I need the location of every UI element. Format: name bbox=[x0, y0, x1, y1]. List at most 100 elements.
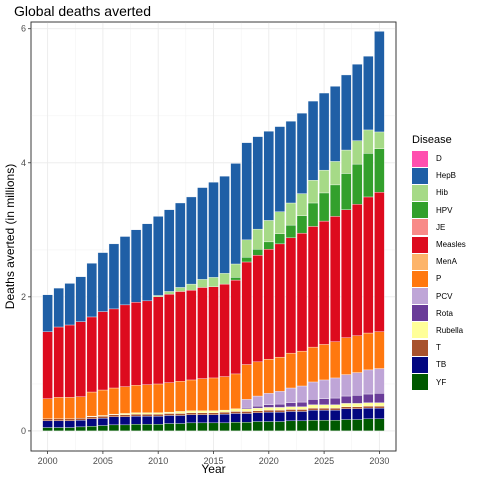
legend-label: HPV bbox=[436, 205, 453, 215]
bar-segment-tb bbox=[285, 411, 297, 422]
legend-item-rubella: Rubella bbox=[412, 322, 466, 339]
bar-segment-rota bbox=[252, 405, 263, 409]
bar-segment-rubella bbox=[263, 407, 274, 411]
bar-segment-hepb bbox=[241, 142, 252, 241]
bar-segment-hib bbox=[352, 140, 363, 165]
bar-segment-t bbox=[318, 407, 330, 411]
bar-segment-t bbox=[197, 412, 208, 415]
bar-segment-measles bbox=[352, 204, 363, 336]
bar-segment-hpv bbox=[296, 215, 308, 234]
bar-segment-hepb bbox=[363, 56, 374, 131]
bar-segment-p bbox=[130, 385, 142, 413]
legend-label: Measles bbox=[436, 240, 466, 250]
bar-segment-yf bbox=[108, 424, 120, 432]
bar-segment-tb bbox=[186, 414, 197, 424]
bar-segment-pcv bbox=[285, 387, 297, 403]
bar-segment-hepb bbox=[374, 31, 385, 133]
bar-segment-t bbox=[374, 405, 385, 409]
bar-segment-tb bbox=[86, 418, 97, 427]
legend-item-mena: MenA bbox=[412, 253, 466, 270]
bar-segment-p bbox=[252, 361, 263, 397]
bar-segment-hpv bbox=[285, 224, 297, 239]
bar-segment-t bbox=[130, 413, 142, 417]
bar-segment-rota bbox=[374, 393, 385, 403]
bar-segment-hpv bbox=[330, 184, 341, 217]
bar-segment-p bbox=[186, 379, 197, 411]
bar-segment-p bbox=[318, 344, 330, 381]
bar-segment-hib bbox=[363, 129, 374, 154]
legend-label: PCV bbox=[436, 291, 453, 301]
legend-item-hib: Hib bbox=[412, 184, 466, 201]
bar-segment-rota bbox=[263, 404, 274, 408]
bar-segment-tb bbox=[119, 416, 131, 426]
bar-segment-hib bbox=[341, 149, 352, 174]
bar-segment-rota bbox=[285, 402, 297, 407]
bar-segment-p bbox=[307, 346, 319, 383]
bar-segment-pcv bbox=[363, 369, 374, 395]
bar-segment-yf bbox=[119, 424, 131, 432]
bar-segment-pcv bbox=[374, 368, 385, 394]
bar-segment-yf bbox=[274, 421, 286, 432]
bar-segment-yf bbox=[75, 426, 86, 432]
bar-segment-p bbox=[141, 384, 153, 413]
bar-segment-yf bbox=[42, 427, 53, 432]
bar-segment-yf bbox=[53, 427, 64, 432]
legend-label: Hib bbox=[436, 188, 449, 198]
bar-segment-t bbox=[241, 411, 252, 414]
legend-label: D bbox=[436, 154, 442, 164]
y-axis-title: Deaths averted (in millions) bbox=[3, 164, 17, 309]
bar-segment-yf bbox=[296, 420, 308, 432]
bar-segment-yf bbox=[285, 420, 297, 432]
bar-segment-tb bbox=[197, 414, 208, 424]
bar-segment-hepb bbox=[75, 276, 86, 322]
bar-segment-hepb bbox=[164, 209, 175, 292]
bar-segment-hepb bbox=[352, 64, 363, 141]
bar-segment-t bbox=[208, 412, 219, 415]
bar-segment-hepb bbox=[175, 202, 186, 288]
legend-item-rota: Rota bbox=[412, 305, 466, 322]
x-tick-label: 2020 bbox=[259, 456, 279, 466]
bar-segment-measles bbox=[208, 286, 219, 379]
bar-segment-yf bbox=[153, 424, 164, 432]
bar-segment-hepb bbox=[119, 236, 131, 306]
bar-segment-pcv bbox=[318, 379, 330, 399]
bar-segment-hepb bbox=[53, 287, 64, 328]
bar-segment-p bbox=[241, 364, 252, 400]
bar-segment-tb bbox=[274, 411, 286, 422]
bar-segment-hib bbox=[263, 220, 274, 243]
bar-segment-hpv bbox=[363, 153, 374, 198]
bar-segment-hpv bbox=[352, 163, 363, 205]
bar-segment-t bbox=[285, 409, 297, 412]
bar-segment-hpv bbox=[252, 249, 263, 256]
bar-segment-rubella bbox=[153, 412, 164, 415]
bar-segment-t bbox=[186, 412, 197, 415]
legend-label: T bbox=[436, 343, 441, 353]
bar-segment-measles bbox=[296, 232, 308, 352]
bar-segment-hepb bbox=[64, 283, 75, 326]
legend-title: Disease bbox=[412, 134, 452, 146]
bar-segment-t bbox=[363, 405, 374, 409]
legend: Disease D HepB Hib HPV JE Measles MenA P PCV Rota… bbox=[412, 134, 466, 391]
bar-segment-rubella bbox=[197, 410, 208, 413]
bar-segment-measles bbox=[119, 304, 131, 387]
legend-item-yf: YF bbox=[412, 373, 466, 391]
bar-segment-rubella bbox=[164, 411, 175, 414]
legend-label: Rota bbox=[436, 308, 453, 318]
x-tick-label: 2030 bbox=[369, 456, 389, 466]
bar-segment-rota bbox=[330, 397, 341, 405]
bar-segment-rota bbox=[341, 395, 352, 404]
bar-segment-tb bbox=[341, 408, 352, 420]
bar-segment-hpv bbox=[263, 241, 274, 250]
bar-segment-hepb bbox=[219, 175, 230, 274]
bar-segment-yf bbox=[219, 422, 230, 432]
bar-segment-hib bbox=[374, 131, 385, 149]
bar-segment-p bbox=[64, 397, 75, 420]
bar-segment-p bbox=[274, 356, 286, 392]
bar-segment-hib bbox=[307, 180, 319, 204]
bar-segment-hepb bbox=[296, 112, 308, 194]
bar-segment-p bbox=[197, 378, 208, 411]
bar-segment-measles bbox=[363, 196, 374, 334]
bar-segment-p bbox=[352, 335, 363, 373]
bar-segment-hpv bbox=[230, 277, 241, 281]
bar-segment-t bbox=[307, 407, 319, 411]
